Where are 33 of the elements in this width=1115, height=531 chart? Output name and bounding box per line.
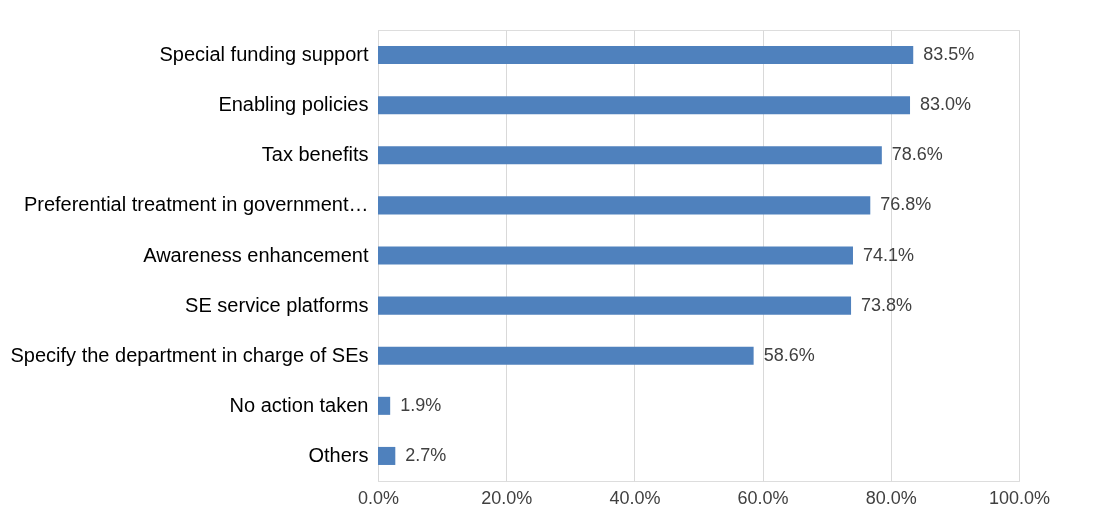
bar: [378, 446, 396, 465]
y-tick-label: SE service platforms: [185, 293, 369, 316]
x-tick-label: 20.0%: [481, 487, 533, 508]
y-tick-label: Preferential treatment in government…: [23, 193, 369, 216]
bar: [378, 96, 911, 115]
data-label: 73.8%: [861, 294, 913, 315]
bar: [378, 396, 391, 415]
data-label: 1.9%: [400, 394, 442, 415]
data-label: 78.6%: [891, 144, 943, 165]
x-tick-label: 80.0%: [865, 487, 917, 508]
y-tick-label: Enabling policies: [218, 93, 369, 116]
y-tick-label: Others: [308, 443, 369, 466]
data-label: 2.7%: [405, 444, 447, 465]
y-tick-label: No action taken: [229, 393, 369, 416]
x-tick-label: 60.0%: [737, 487, 789, 508]
x-tick-label: 0.0%: [357, 487, 400, 508]
bar: [378, 196, 871, 215]
y-tick-label: Specify the department in charge of SEs: [10, 343, 369, 366]
data-label: 83.5%: [923, 44, 975, 65]
data-label: 58.6%: [763, 344, 815, 365]
bar: [378, 246, 853, 265]
y-tick-label: Special funding support: [159, 43, 369, 66]
y-tick-label: Tax benefits: [261, 143, 369, 166]
bar: [378, 146, 882, 165]
x-tick-label: 40.0%: [609, 487, 661, 508]
y-tick-label: Awareness enhancement: [143, 243, 369, 266]
bar: [378, 296, 852, 315]
data-label: 76.8%: [880, 194, 932, 215]
bar: [378, 346, 754, 365]
data-label: 83.0%: [920, 94, 972, 115]
data-label: 74.1%: [862, 244, 915, 265]
bar: [378, 46, 914, 65]
x-tick-label: 100.0%: [988, 487, 1051, 508]
